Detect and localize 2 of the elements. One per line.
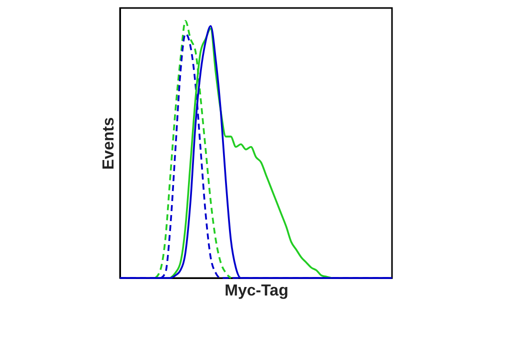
x-axis-title: Myc-Tag (224, 282, 288, 300)
y-axis-title: Events (100, 117, 118, 170)
